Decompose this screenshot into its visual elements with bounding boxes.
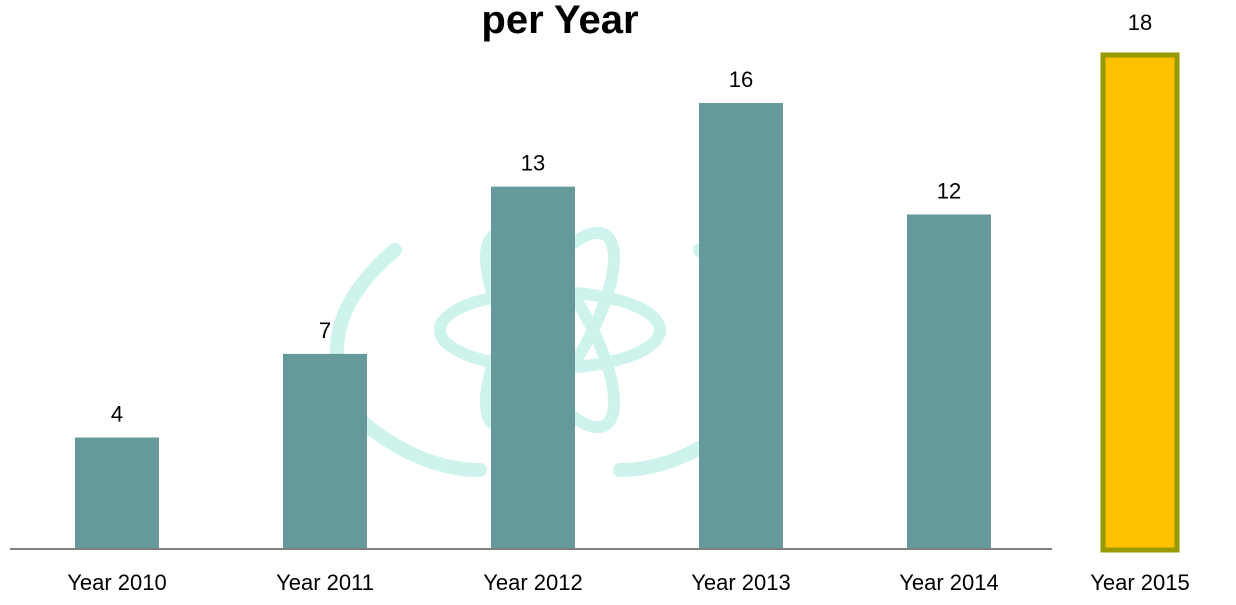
bar-year-2010 — [75, 437, 159, 549]
data-label: 16 — [729, 67, 753, 92]
data-label: 4 — [111, 402, 123, 427]
data-label: 13 — [521, 151, 545, 176]
data-label: 18 — [1128, 10, 1152, 35]
bar-year-2013 — [699, 103, 783, 549]
data-label: 7 — [319, 318, 331, 343]
chart-title: per Year — [481, 0, 639, 42]
bar-year-2014 — [907, 214, 991, 549]
data-label: 12 — [937, 179, 961, 204]
x-tick-label: Year 2015 — [1090, 570, 1190, 595]
bar-year-2012 — [491, 186, 575, 549]
x-tick-label: Year 2014 — [899, 570, 999, 595]
x-tick-label: Year 2010 — [67, 570, 167, 595]
x-tick-label: Year 2011 — [276, 570, 374, 595]
bar-year-2015 — [1100, 52, 1180, 553]
x-tick-label: Year 2012 — [483, 570, 583, 595]
bar-year-2011 — [283, 353, 367, 549]
x-tick-label: Year 2013 — [691, 570, 791, 595]
